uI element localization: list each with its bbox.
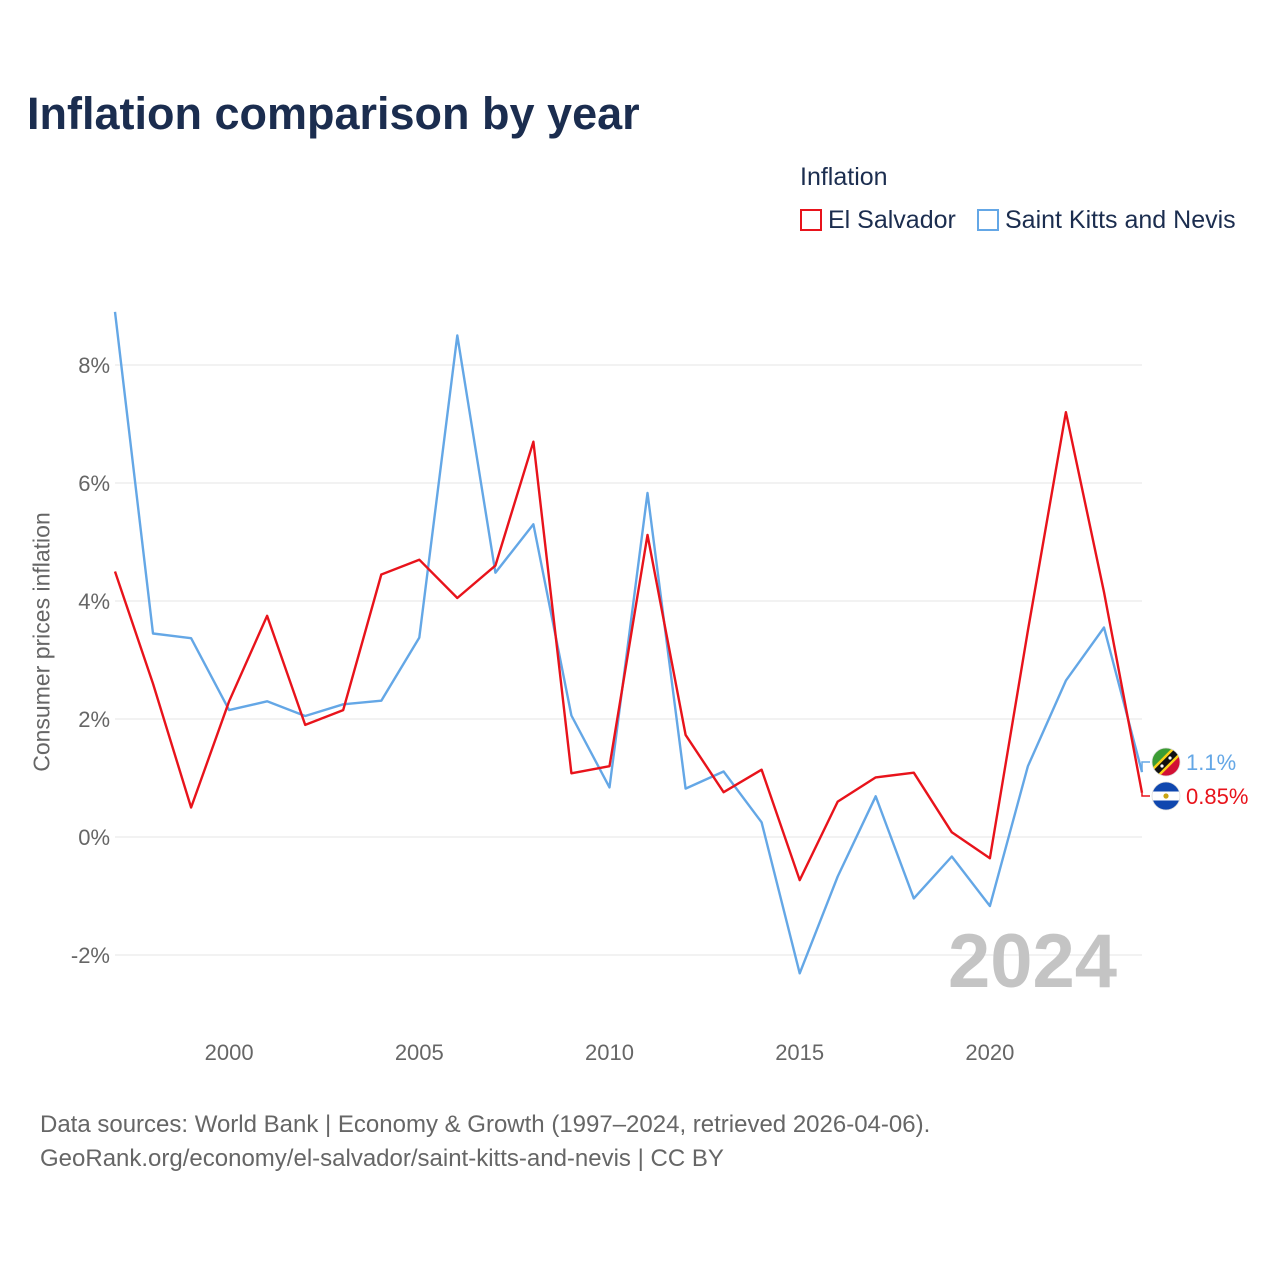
series-line-saint-kitts-and-nevis bbox=[113, 311, 1144, 975]
x-tick-label: 2020 bbox=[965, 1040, 1014, 1065]
y-tick-label: 6% bbox=[78, 471, 110, 496]
leader-line bbox=[1141, 761, 1150, 773]
end-markers: 1.1% 0.85% bbox=[1141, 747, 1248, 811]
legend-item-saint-kitts-and-nevis[interactable]: Saint Kitts and Nevis bbox=[977, 205, 1236, 235]
y-tick-label: 0% bbox=[78, 825, 110, 850]
y-tick-label: 8% bbox=[78, 353, 110, 378]
x-tick-label: 2015 bbox=[775, 1040, 824, 1065]
flag-saint-kitts-and-nevis-icon bbox=[1152, 748, 1180, 776]
y-tick-label: -2% bbox=[71, 943, 110, 968]
legend-swatch-saint-kitts-and-nevis bbox=[977, 209, 999, 231]
y-tick-label: 2% bbox=[78, 707, 110, 732]
legend-title: Inflation bbox=[800, 163, 888, 191]
y-tick-labels: -2% 0% 2% 4% 6% 8% bbox=[71, 353, 110, 968]
legend-label-el-salvador: El Salvador bbox=[828, 205, 956, 234]
leader-line bbox=[1141, 792, 1150, 797]
end-marker-el-salvador: 0.85% bbox=[1141, 781, 1248, 811]
x-tick-label: 2005 bbox=[395, 1040, 444, 1065]
legend-label-saint-kitts-and-nevis: Saint Kitts and Nevis bbox=[1005, 205, 1236, 234]
gridlines bbox=[115, 364, 1142, 956]
legend-swatch-el-salvador bbox=[800, 209, 822, 231]
x-tick-label: 2000 bbox=[205, 1040, 254, 1065]
end-value-label-saint-kitts-and-nevis: 1.1% bbox=[1186, 750, 1236, 775]
data-source-note: Data sources: World Bank | Economy & Gro… bbox=[40, 1108, 930, 1176]
x-tick-label: 2010 bbox=[585, 1040, 634, 1065]
flag-el-salvador-icon bbox=[1152, 782, 1180, 810]
end-marker-saint-kitts-and-nevis: 1.1% bbox=[1141, 747, 1236, 777]
chart-title: Inflation comparison by year bbox=[27, 88, 640, 139]
x-tick-labels: 2000 2005 2010 2015 2020 bbox=[205, 1040, 1015, 1065]
y-tick-label: 4% bbox=[78, 589, 110, 614]
series-line-el-salvador bbox=[113, 411, 1144, 882]
source-line-2: GeoRank.org/economy/el-salvador/saint-ki… bbox=[40, 1145, 724, 1172]
source-line-1: Data sources: World Bank | Economy & Gro… bbox=[40, 1111, 931, 1138]
legend-item-el-salvador[interactable]: El Salvador bbox=[800, 205, 956, 235]
end-value-label-el-salvador: 0.85% bbox=[1186, 784, 1248, 809]
series-lines bbox=[113, 311, 1144, 975]
year-watermark: 2024 bbox=[948, 919, 1118, 1004]
